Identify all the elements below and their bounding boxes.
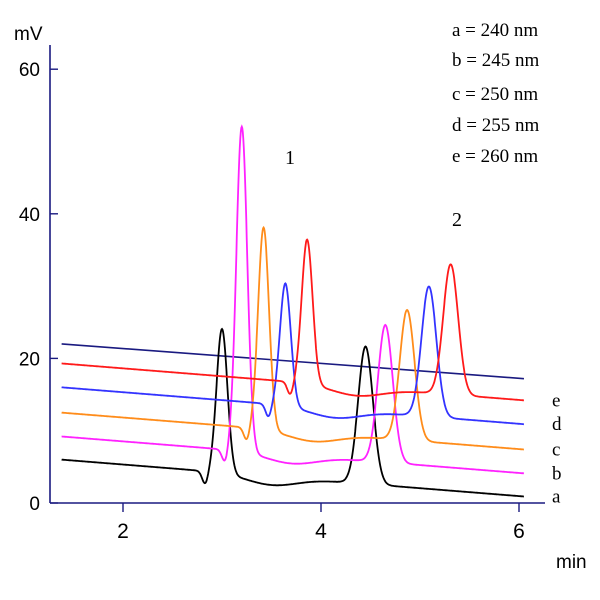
trace-d <box>61 282 524 426</box>
x-tick-label: 2 <box>117 520 129 543</box>
annotations: mV min 1 2 <box>14 24 587 573</box>
peak-label-1: 1 <box>285 147 295 169</box>
trace-label-b: b <box>552 463 562 484</box>
trace-b <box>61 124 525 475</box>
trace-label-c: c <box>552 439 560 460</box>
x-tick-label: 6 <box>513 520 525 543</box>
y-tick-label: 0 <box>29 494 40 515</box>
trace-c <box>61 225 524 451</box>
x-unit-label: min <box>556 552 587 573</box>
legend-entry-d: d = 255 nm <box>452 115 539 136</box>
trace-label-a: a <box>552 486 561 507</box>
x-tick-label: 4 <box>315 520 327 543</box>
legend-entry-c: c = 250 nm <box>452 84 538 105</box>
legend: a = 240 nm b = 245 nm c = 250 nm d = 255… <box>452 20 539 167</box>
legend-entry-b: b = 245 nm <box>452 50 539 71</box>
axes: 0 20 40 60 2 4 6 <box>19 45 545 543</box>
y-tick-label: 20 <box>19 349 40 370</box>
trace-a <box>61 327 524 498</box>
trace-label-d: d <box>552 414 562 435</box>
y-unit-label: mV <box>14 24 43 45</box>
trace-label-e: e <box>552 390 560 411</box>
legend-entry-a: a = 240 nm <box>452 20 538 41</box>
trace-e <box>61 238 524 402</box>
y-tick-label: 40 <box>19 205 40 226</box>
peak-label-2: 2 <box>452 209 462 231</box>
y-tick-label: 60 <box>19 60 40 81</box>
legend-entry-e: e = 260 nm <box>452 146 538 167</box>
